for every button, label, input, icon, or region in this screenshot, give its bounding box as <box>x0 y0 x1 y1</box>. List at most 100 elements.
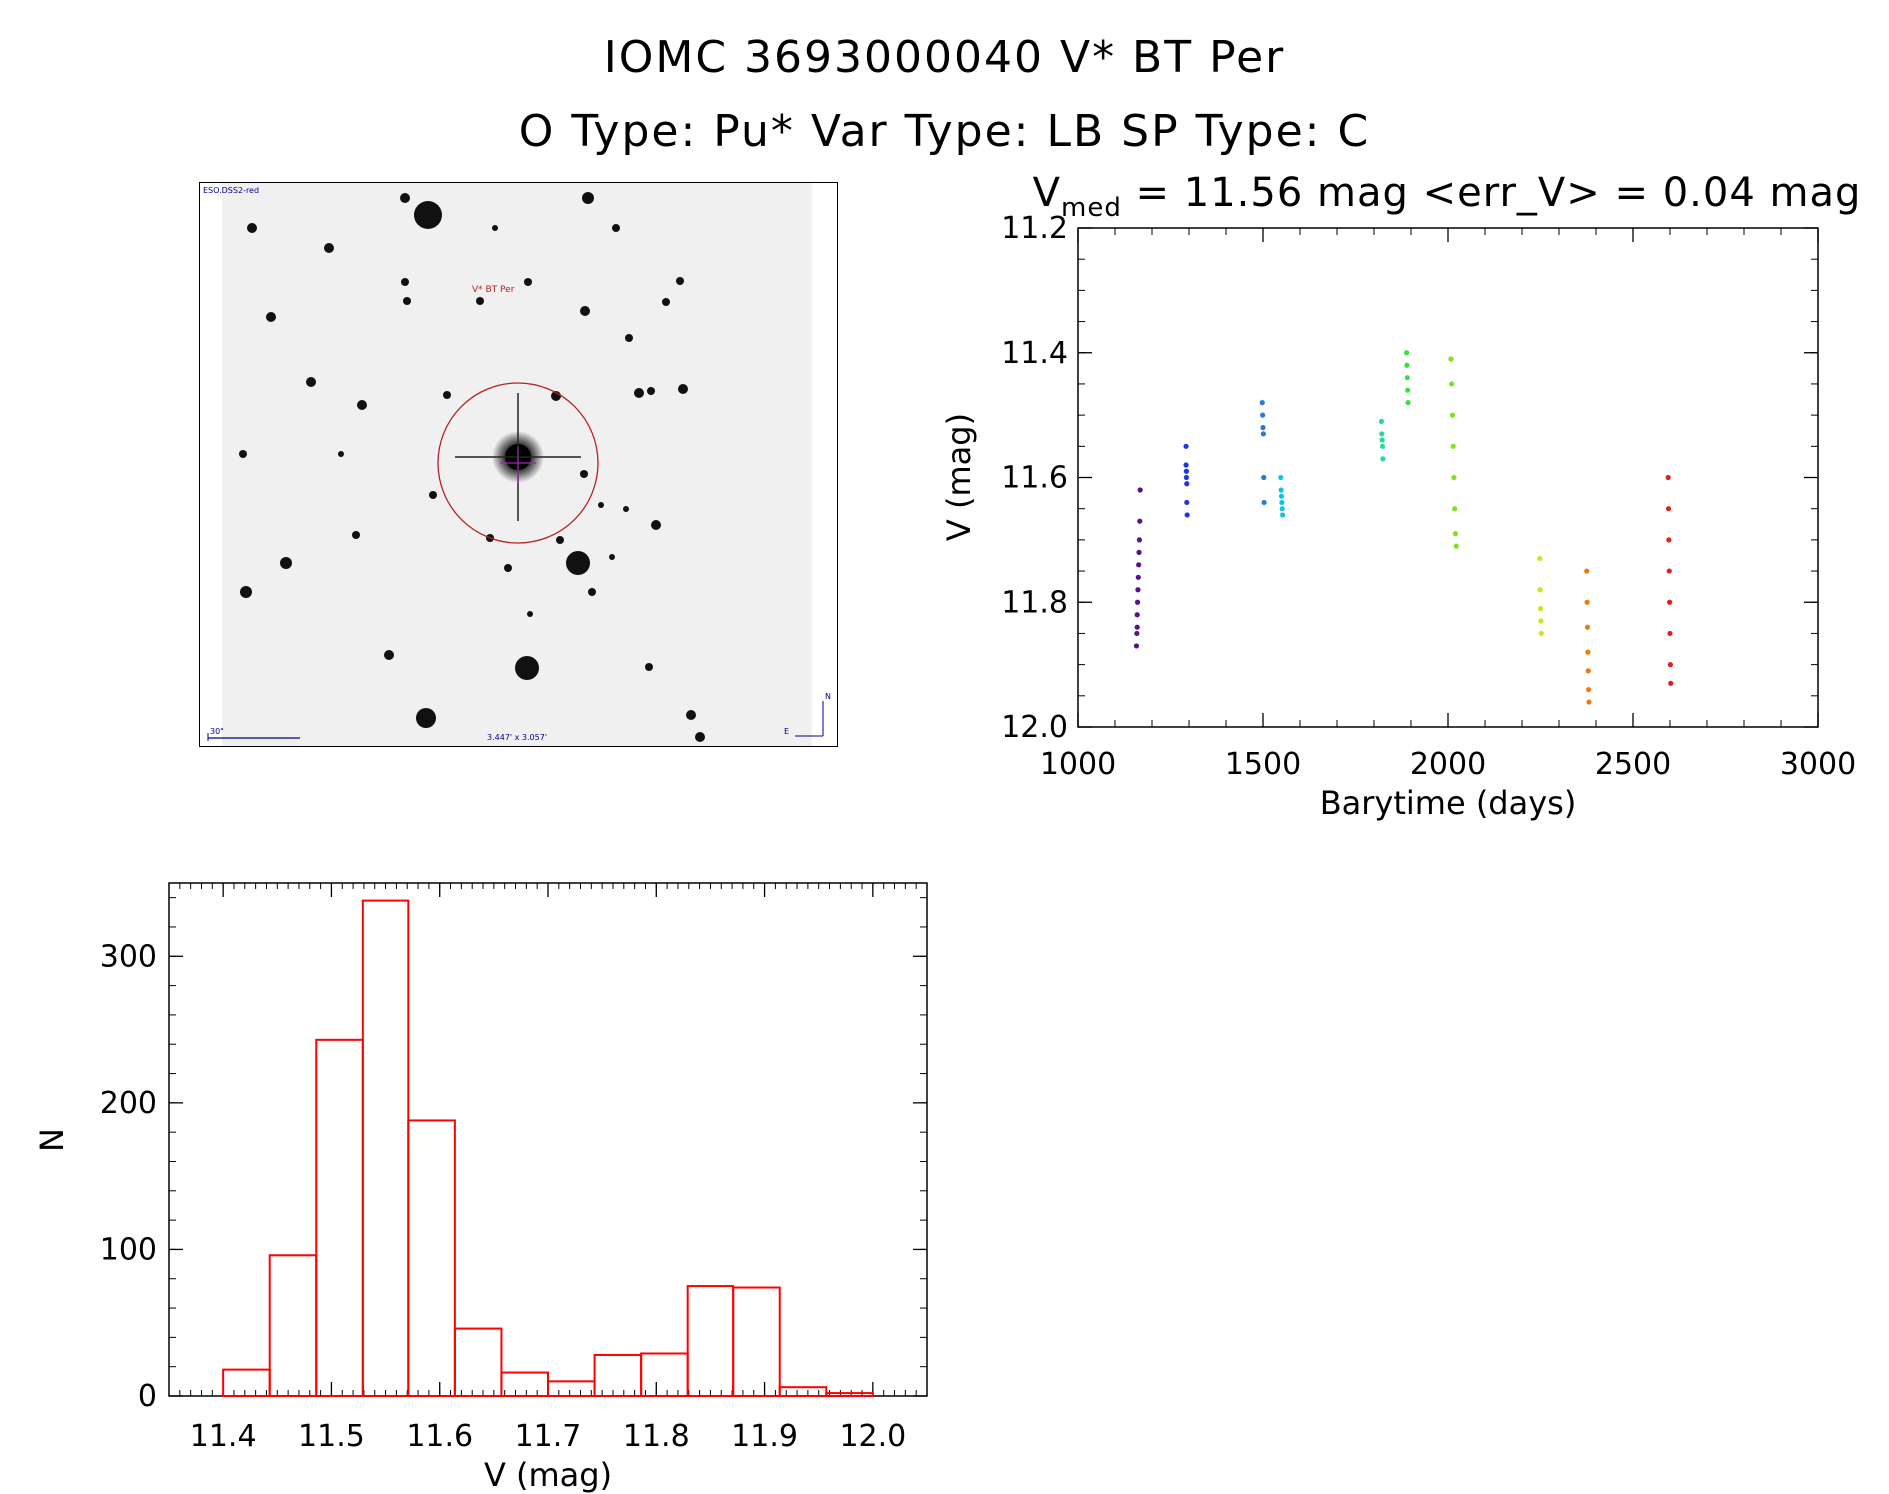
histogram-bar <box>640 1352 689 1397</box>
histogram-xtick-label: 11.8 <box>623 1419 690 1454</box>
light-curve-point <box>1404 362 1410 368</box>
histogram-bar <box>686 1285 735 1397</box>
histogram-bars <box>222 899 874 1398</box>
field-star <box>527 611 533 617</box>
light-curve-point <box>1261 499 1267 506</box>
light-curve-point <box>1405 400 1411 406</box>
field-star <box>515 656 539 680</box>
field-star <box>338 451 344 457</box>
histogram-bar <box>825 1392 874 1398</box>
histogram-bar <box>593 1353 643 1397</box>
histogram-xtick-label: 12.0 <box>839 1419 906 1454</box>
light-curve-point <box>1538 630 1544 637</box>
histogram-xtick-label: 11.5 <box>298 1419 365 1454</box>
light-curve-ytick-label: 12.0 <box>1001 710 1068 745</box>
light-curve-point <box>1667 630 1673 637</box>
light-curve-point <box>1586 699 1592 705</box>
field-star <box>352 531 360 539</box>
light-curve-point <box>1184 481 1190 487</box>
field-star <box>647 387 655 395</box>
light-curve-ylabel: V (mag) <box>940 413 978 541</box>
light-curve-point <box>1259 400 1265 406</box>
light-curve-point <box>1451 474 1457 481</box>
light-curve-title: Vmed = 11.56 mag <err_V> = 0.04 mag <box>1033 170 1862 223</box>
compass-north-label: N <box>825 692 831 701</box>
histogram-xtick-label: 11.4 <box>190 1419 257 1454</box>
field-star <box>580 306 590 316</box>
light-curve-point <box>1665 474 1671 481</box>
field-star <box>588 588 596 596</box>
field-star <box>623 506 629 512</box>
target-star <box>455 393 581 521</box>
field-star <box>582 192 594 204</box>
light-curve-ytick-label: 11.6 <box>1001 461 1068 496</box>
field-star <box>492 225 498 231</box>
histogram-ytick-label: 200 <box>100 1086 157 1121</box>
light-curve-ytick-label: 11.4 <box>1001 336 1068 371</box>
light-curve-point <box>1183 462 1189 468</box>
light-curve-points <box>1133 350 1674 705</box>
field-star <box>524 278 532 286</box>
field-star <box>580 470 588 478</box>
light-curve-point <box>1135 587 1141 593</box>
light-curve-point <box>1452 531 1458 537</box>
light-curve-point <box>1134 630 1140 637</box>
light-curve-point <box>1135 574 1141 580</box>
light-curve-point <box>1137 487 1143 493</box>
light-curve-point <box>1403 350 1410 356</box>
light-curve-point <box>1134 599 1141 605</box>
field-star <box>695 732 705 742</box>
histogram-bar <box>732 1286 781 1397</box>
histogram-bar <box>361 899 410 1397</box>
histogram-xlabel: V (mag) <box>484 1456 612 1494</box>
light-curve-xtick-label: 2000 <box>1410 747 1486 782</box>
light-curve-point <box>1537 605 1544 612</box>
histogram-bar <box>547 1380 596 1398</box>
field-star <box>384 650 394 660</box>
field-star <box>400 193 410 203</box>
light-curve-xtick-label: 3000 <box>1780 747 1856 782</box>
light-curve-point <box>1665 506 1672 512</box>
field-star <box>651 520 661 530</box>
light-curve-point <box>1450 443 1456 449</box>
light-curve-point <box>1183 468 1190 474</box>
field-star <box>609 554 615 560</box>
light-curve-point <box>1134 624 1140 630</box>
histogram-xtick-label: 11.6 <box>406 1419 473 1454</box>
finder-image-canvas: ESO.DSS2-red V* BT Per 30" 3.447' x 3.05… <box>200 183 837 746</box>
light-curve-point <box>1453 543 1459 549</box>
light-curve-point <box>1584 624 1591 630</box>
field-star <box>240 586 252 598</box>
field-star <box>566 551 590 575</box>
light-curve-point <box>1279 506 1285 512</box>
light-curve-title-sub: med <box>1061 193 1122 223</box>
histogram-ticks: 11.4 11.5 11.6 11.7 11.8 11.9 12.0 0 100 200 300 <box>100 883 928 1454</box>
field-star <box>357 400 367 410</box>
light-curve-ytick-label: 11.8 <box>1001 585 1068 620</box>
light-curve-point <box>1537 555 1543 562</box>
light-curve-xtick-label: 1500 <box>1225 747 1301 782</box>
light-curve-point <box>1280 512 1286 518</box>
field-star <box>625 334 633 342</box>
finder-stars <box>239 192 705 742</box>
histogram-bar <box>315 1038 364 1397</box>
histogram-ylabel: N <box>33 1128 71 1152</box>
field-star <box>504 564 512 572</box>
light-curve-point <box>1667 662 1673 668</box>
light-curve-ticks: 1000 1500 2000 2500 3000 11.2 11.4 11.6 11.8 12.0 <box>1001 211 1856 782</box>
light-curve-point <box>1278 474 1284 481</box>
light-curve-point <box>1378 418 1384 424</box>
light-curve-point <box>1538 618 1544 624</box>
light-curve-point <box>1183 443 1189 449</box>
histogram-bar <box>500 1371 549 1398</box>
field-star <box>634 388 644 398</box>
light-curve-point <box>1586 686 1592 693</box>
light-curve-ytick-label: 11.2 <box>1001 211 1068 246</box>
histogram-frame <box>168 882 928 1397</box>
histogram-ytick-label: 0 <box>138 1379 157 1414</box>
field-star <box>266 312 276 322</box>
light-curve-point <box>1449 412 1456 418</box>
light-curve-point <box>1668 680 1674 686</box>
light-curve-point <box>1260 425 1266 431</box>
histogram-ytick-label: 300 <box>100 939 157 974</box>
